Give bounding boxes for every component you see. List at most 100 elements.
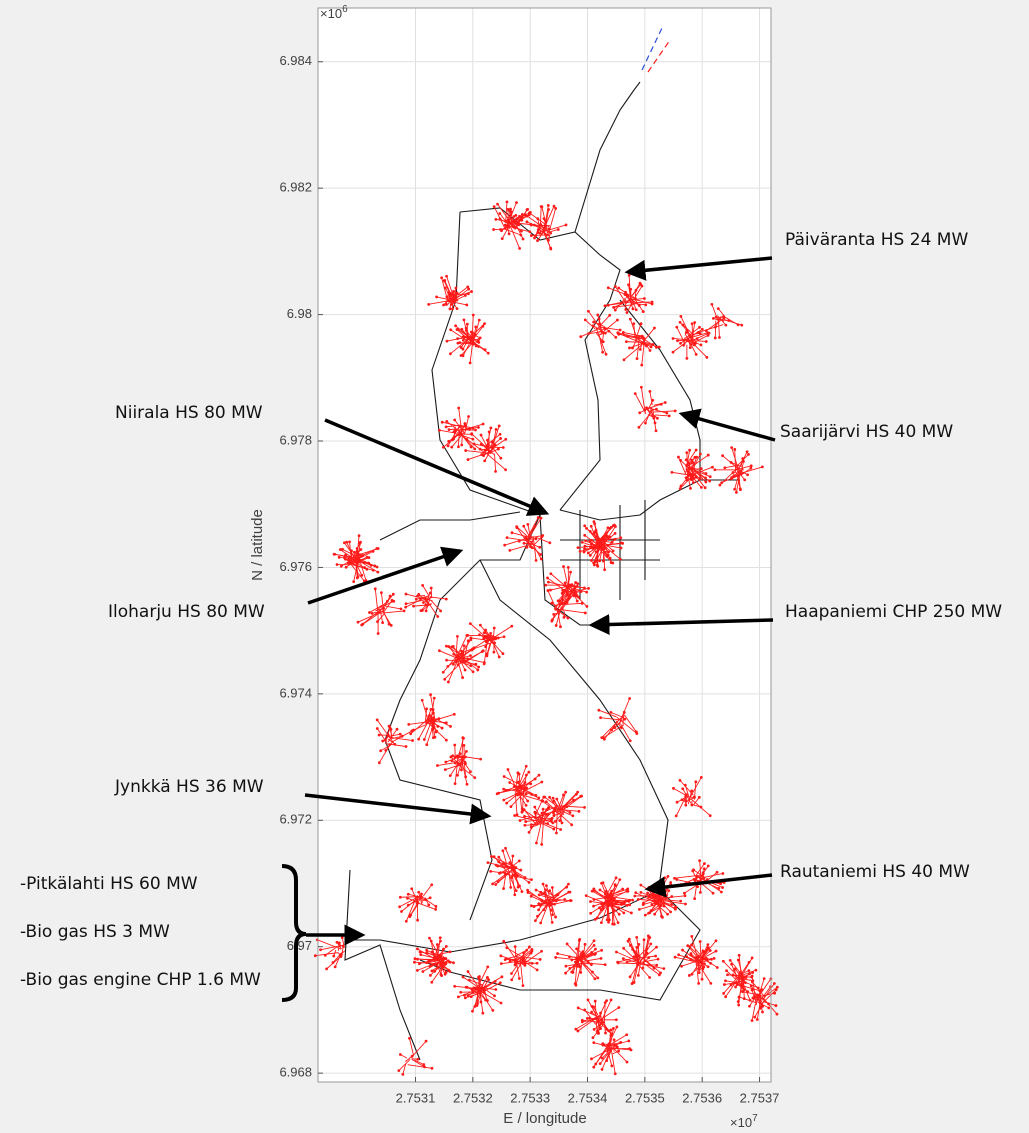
consumer (477, 341, 480, 344)
y-tick-label: 6.97 (287, 938, 312, 953)
consumer (658, 346, 661, 349)
consumer (434, 908, 437, 911)
consumer (541, 205, 544, 208)
consumer (547, 208, 550, 211)
consumer (497, 880, 500, 883)
consumer (540, 950, 543, 953)
consumer (594, 1000, 597, 1003)
consumer (452, 290, 455, 293)
consumer (567, 883, 570, 886)
consumer (519, 819, 522, 822)
consumer (358, 534, 361, 537)
consumer (538, 546, 541, 549)
consumer (381, 621, 384, 624)
consumer (623, 718, 626, 721)
consumer (486, 655, 489, 658)
x-tick-label: 2.7536 (682, 1090, 722, 1105)
consumer (600, 882, 603, 885)
consumer (603, 568, 606, 571)
consumer (719, 484, 722, 487)
consumer (617, 921, 620, 924)
consumer (392, 593, 395, 596)
consumer (570, 590, 573, 593)
consumer (451, 438, 454, 441)
consumer (679, 779, 682, 782)
consumer (449, 756, 452, 759)
consumer (486, 439, 489, 442)
consumer (596, 314, 599, 317)
consumer (429, 974, 432, 977)
branch (437, 944, 438, 960)
consumer (655, 408, 658, 411)
consumer (617, 962, 620, 965)
consumer (455, 287, 458, 290)
consumer (466, 634, 469, 637)
consumer (392, 600, 395, 603)
consumer (533, 811, 536, 814)
consumer (494, 883, 497, 886)
consumer (517, 781, 520, 784)
consumer (510, 972, 513, 975)
x-scale-exponent: 7 (752, 1113, 758, 1124)
consumer (596, 564, 599, 567)
consumer (578, 939, 581, 942)
consumer (499, 437, 502, 440)
consumer (449, 352, 452, 355)
consumer (604, 304, 607, 307)
consumer (667, 889, 670, 892)
consumer (642, 310, 645, 313)
consumer (619, 536, 622, 539)
consumer (683, 892, 686, 895)
consumer (665, 412, 668, 415)
consumer (613, 1038, 616, 1041)
consumer (469, 637, 472, 640)
branch (715, 321, 716, 338)
consumer (698, 796, 701, 799)
consumer (496, 203, 499, 206)
consumer (620, 542, 623, 545)
consumer (504, 958, 507, 961)
consumer (447, 440, 450, 443)
consumer (535, 889, 538, 892)
consumer (459, 991, 462, 994)
consumer (604, 1001, 607, 1004)
consumer (724, 995, 727, 998)
consumer (547, 581, 550, 584)
consumer (343, 541, 346, 544)
consumer (633, 981, 636, 984)
consumer (558, 819, 561, 822)
consumer (638, 426, 641, 429)
consumer (690, 789, 693, 792)
consumer (515, 889, 518, 892)
consumer (776, 1013, 779, 1016)
consumer (360, 624, 363, 627)
consumer (374, 587, 377, 590)
consumer (705, 340, 708, 343)
annotation: -Bio gas HS 3 MW (20, 922, 170, 942)
consumer (493, 994, 496, 997)
consumer (607, 330, 610, 333)
consumer (530, 895, 533, 898)
consumer (648, 976, 651, 979)
consumer (412, 729, 415, 732)
consumer (521, 890, 524, 893)
consumer (509, 886, 512, 889)
consumer (405, 602, 408, 605)
consumer (499, 433, 502, 436)
consumer (775, 988, 778, 991)
branch (643, 940, 644, 956)
consumer (554, 820, 557, 823)
consumer (445, 659, 448, 662)
consumer (581, 602, 584, 605)
consumer (552, 797, 555, 800)
consumer (413, 961, 416, 964)
consumer (614, 336, 617, 339)
consumer (495, 428, 498, 431)
consumer (615, 1018, 618, 1021)
consumer (700, 776, 703, 779)
consumer (469, 361, 472, 364)
consumer (460, 769, 463, 772)
consumer (506, 200, 509, 203)
consumer (587, 998, 590, 1001)
consumer (536, 962, 539, 965)
